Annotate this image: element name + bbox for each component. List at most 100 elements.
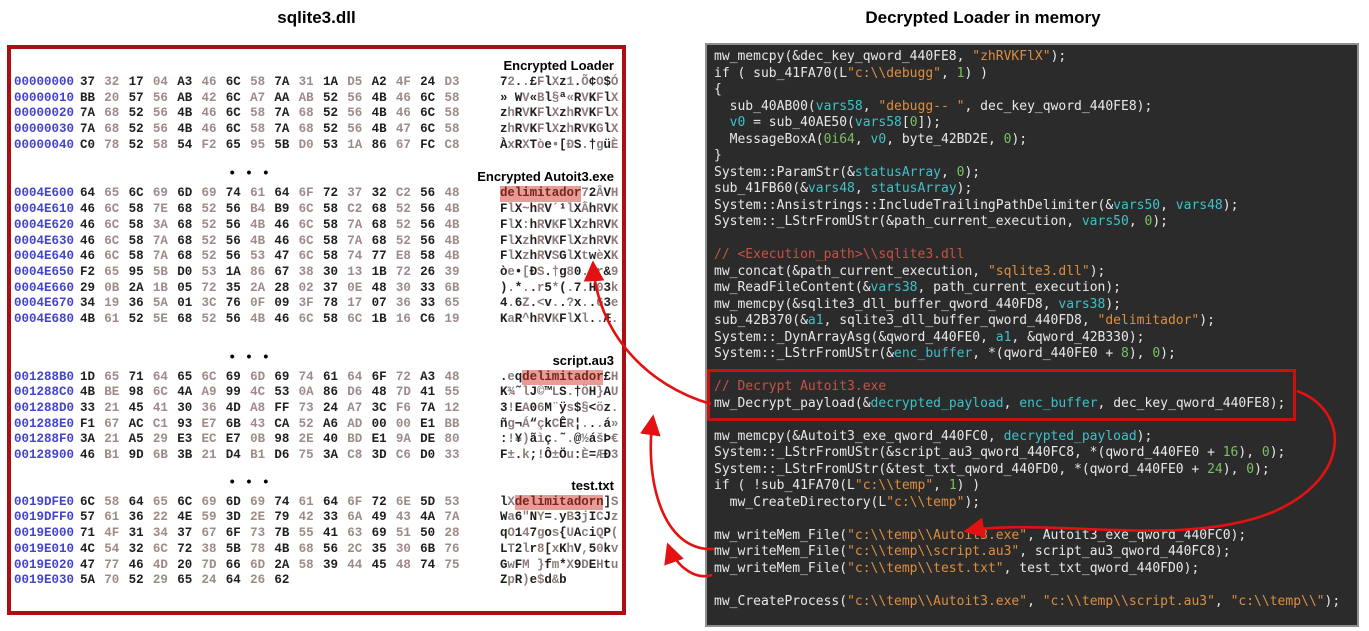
hex-bytes: 37 32 17 04 A3 46 6C 58 7A 31 1A D5 A2 4F 24 D3 (80, 75, 460, 89)
code-line (714, 363, 1357, 380)
hex-row: 0019E000 71 4F 31 34 37 67 6F 73 7B 55 41 63 69 51 50 28… (11, 526, 622, 542)
decompiler-panel: mw_memcpy(&dec_key_qword_440FE8, "zhRVKF… (705, 43, 1359, 627)
code-line: v0 = sub_40AE50(vars58[0]); (729, 115, 941, 130)
hex-bytes: BB 20 57 56 AB 42 6C A7 AA AB 52 56 4B 46 6C 58 (80, 90, 460, 105)
code-line: System::_LStrFromUStr(&script_au3_qword_… (714, 445, 1286, 460)
code-line: mw_ReadFileContent(&vars38, path_current… (714, 280, 1122, 295)
code-line: System::_LStrFromUStr(&path_current_exec… (714, 214, 1168, 229)
hex-row: 001288B0 1D 65 71 64 65 6C 69 6D 69 74 61 64 6F 72 A3 48… (11, 369, 622, 386)
hex-offset: 00000020 (14, 106, 75, 121)
hex-row: 00000000 37 32 17 04 A3 46 6C 58 7A 31 1A D5 A2 4F 24 D3… (11, 75, 622, 91)
hex-ascii: .eqdelimitador£H (500, 369, 619, 386)
hex-bytes: 46 6C 58 7A 68 52 56 4B 46 6C 58 7A 68 52 56 4B (80, 233, 460, 248)
hex-bytes: F1 67 AC C1 93 E7 6B 43 CA 52 A6 AD 00 00 E1 BB (80, 416, 460, 431)
hex-bytes: C0 78 52 58 54 F2 65 95 5B D0 53 1A 86 67 FC C8 (80, 137, 460, 152)
hex-row: 0004E680 4B 61 52 5E 68 52 56 4B 46 6C 58 6C 1B 16 C6 19… (11, 312, 622, 328)
code-line: System::_LStrFromUStr(&enc_buffer, *(qwo… (714, 346, 1176, 361)
hex-offset: 0019E020 (14, 557, 75, 572)
hex-body: Encrypted Loader 00000000 37 32 17 04 A3 46 6C 58… (11, 49, 622, 611)
hex-bytes: 4B BE 98 6C 4A A9 99 4C 53 0A 86 D6 48 7D 41 55 (80, 385, 460, 400)
hex-ascii: ñg¬Á“çkCÊR¦...á» (500, 416, 619, 431)
hex-ascii: LT2lr8[xKhV,50kv (500, 541, 619, 556)
hex-ascii: zhRVKFlXzhRVKFlX (500, 106, 619, 121)
hex-ascii: lXdelimitadorn]S (500, 494, 619, 511)
code-body: mw_memcpy(&dec_key_qword_440FE8, "zhRVKF… (707, 45, 1357, 625)
hex-ascii: GwFM }fm*X9DEHtu (500, 557, 619, 572)
hex-row: 00000030 7A 68 52 56 4B 46 6C 58 7A 68 52 56 4B 47 6C 58… (11, 122, 622, 138)
hex-row: 001288E0 F1 67 AC C1 93 E7 6B 43 CA 52 A6 AD 00 00 E1 BB… (11, 417, 622, 433)
hex-offset: 0004E670 (14, 296, 75, 311)
hex-offset: 0004E680 (14, 311, 75, 326)
code-line: System::_DynArrayAsg(&qword_440FE0, a1, … (714, 329, 1145, 345)
hex-row: 0004E610 46 6C 58 7E 68 52 56 B4 B9 6C 58 C2 68 52 56 4B… (11, 202, 622, 218)
hex-ascii: FlXzhRVSGlXtwèXK (500, 249, 619, 264)
code-line: sub_41FB60(&vars48, statusArray); (714, 181, 973, 196)
hex-bytes: 71 4F 31 34 37 67 6F 73 7B 55 41 63 69 51 50 28 (80, 526, 460, 541)
hex-offset: 0004E610 (14, 202, 75, 217)
code-line: System::ParamStr(&statusArray, 0); (714, 164, 981, 180)
hex-row: 0019E030 5A 70 52 29 65 24 64 26 62 ZpR)e$d&b (11, 573, 622, 589)
hex-ascii: zhRVKFlXzhRVKGlX (500, 122, 619, 137)
hex-row: 0004E640 46 6C 58 7A 68 52 56 53 47 6C 58 74 77 E8 58 4B… (11, 249, 622, 265)
hex-bytes: F2 65 95 5B D0 53 1A 86 67 38 30 13 1B 72 26 39 (80, 264, 460, 279)
hex-bytes: 46 6C 58 3A 68 52 56 4B 46 6C 58 7A 68 52 56 4B (80, 217, 460, 232)
code-line (714, 577, 1357, 594)
code-line: System::_LStrFromUStr(&test_txt_qword_44… (714, 461, 1270, 477)
hex-offset: 00000040 (14, 137, 75, 152)
hex-offset: 001288C0 (14, 385, 75, 400)
hex-offset: 0004E640 (14, 249, 75, 264)
hex-bytes: 7A 68 52 56 4B 46 6C 58 7A 68 52 56 4B 47 6C 58 (80, 122, 460, 137)
ellipsis-separator: • • • (229, 347, 273, 364)
hex-bytes: 33 21 45 41 30 36 4D A8 FF 73 24 A7 3C F6 7A 12 (80, 401, 460, 415)
hex-ascii: qO147gos{UAciQP( (500, 526, 619, 541)
code-line: sub_40AB00(vars58, "debugg-- ", dec_key_… (714, 98, 1153, 114)
hex-bytes: 4B 61 52 5E 68 52 56 4B 46 6C 58 6C 1B 16 C6 19 (80, 311, 460, 326)
code-line (714, 511, 1357, 528)
code-line: mw_Decrypt_payload(&decrypted_payload, e… (714, 395, 1286, 411)
code-line: mw_writeMem_File("c:\\temp\\script.au3",… (714, 544, 1231, 559)
code-line: { (714, 82, 722, 97)
hex-row: 001288F0 3A 21 A5 29 E3 EC E7 0B 98 2E 40 BD E1 9A DE 80… (11, 432, 622, 448)
hex-bytes: 6C 58 64 65 6C 69 6D 69 74 61 64 6F 72 6E 5D 53 (80, 494, 460, 509)
section-separator: • • • test.txt (11, 464, 622, 495)
hex-offset: 0019E000 (14, 526, 75, 541)
section-label: script.au3 (552, 352, 614, 368)
code-line: // Decrypt Autoit3.exe (714, 379, 887, 394)
hex-ascii: F±.k;!Ô±Öu:È=ÆÐ3 (500, 448, 619, 463)
code-line: if ( sub_41FA70(L"c:\\debugg", 1) ) (714, 65, 988, 81)
hex-row: 0004E660 29 0B 2A 1B 05 72 35 2A 28 02 37 0E 48 30 33 6B… (11, 281, 622, 297)
hex-ascii: ).*..r5*(.7.H03k (500, 280, 619, 295)
code-line: mw_CreateDirectory(L"c:\\temp"); (714, 494, 981, 510)
hex-bytes: 3A 21 A5 29 E3 EC E7 0B 98 2E 40 BD E1 9A DE 80 (80, 432, 460, 447)
hex-row: 00000040 C0 78 52 58 54 F2 65 95 5B D0 53 1A 86 67 FC C8… (11, 138, 622, 154)
hex-offset: 0004E620 (14, 217, 75, 232)
code-line: mw_writeMem_File("c:\\temp\\Autoit3.exe"… (714, 527, 1247, 543)
hex-row: 001288D0 33 21 45 41 30 36 4D A8 FF 73 24 A7 3C F6 7A 12… (11, 401, 622, 417)
code-line (714, 412, 1357, 429)
hex-ascii: ZpR)e$d&b (500, 573, 567, 588)
section-label: Encrypted Loader (503, 58, 614, 73)
code-line: mw_CreateProcess("c:\\temp\\Autoit3.exe"… (714, 593, 1341, 609)
hex-row: 00000020 7A 68 52 56 4B 46 6C 58 7A 68 52 56 4B 46 6C 58… (11, 106, 622, 122)
hex-row: 0019DFF0 57 61 36 22 4E 59 3D 2E 79 42 33 6A 49 43 4A 7A… (11, 510, 622, 526)
hex-bytes: 47 77 46 4D 20 7D 66 6D 2A 58 39 44 45 48 74 75 (80, 557, 460, 572)
hex-offset: 001288D0 (14, 401, 75, 415)
hex-ascii: ÀxRXTòe•[ÐS.†güÈ (500, 137, 619, 152)
hex-dump-panel: Encrypted Loader 00000000 37 32 17 04 A3 46 6C 58… (7, 45, 626, 615)
hex-bytes: 64 65 6C 69 6D 69 74 61 64 6F 72 37 32 C2 56 48 (80, 186, 460, 201)
hex-bytes: 4C 54 32 6C 72 38 5B 78 4B 68 56 2C 35 30 6B 76 (80, 541, 460, 556)
code-line: MessageBoxA(0i64, v0, byte_42BD2E, 0); (714, 131, 1028, 147)
hex-offset: 0004E650 (14, 264, 75, 279)
hex-panel-title: sqlite3.dll (277, 8, 356, 27)
hex-ascii: :!¥)ãìç.˜.@½ášÞ€ (500, 432, 619, 447)
section-label: test.txt (571, 477, 614, 493)
hex-offset: 001288E0 (14, 416, 75, 431)
hex-ascii: delimitador72ÂVH (500, 186, 619, 203)
hex-row: 0004E670 34 19 36 5A 01 3C 76 0F 09 3F 78 17 07 36 33 65… (11, 296, 622, 312)
section-label-row: Encrypted Loader (11, 54, 622, 75)
ellipsis-separator: • • • (229, 472, 273, 489)
code-line: mw_memcpy(&dec_key_qword_440FE8, "zhRVKF… (714, 49, 1067, 64)
hex-offset: 0019DFF0 (14, 510, 75, 525)
hex-offset: 00128900 (14, 448, 75, 463)
hex-offset: 0019E030 (14, 573, 75, 588)
